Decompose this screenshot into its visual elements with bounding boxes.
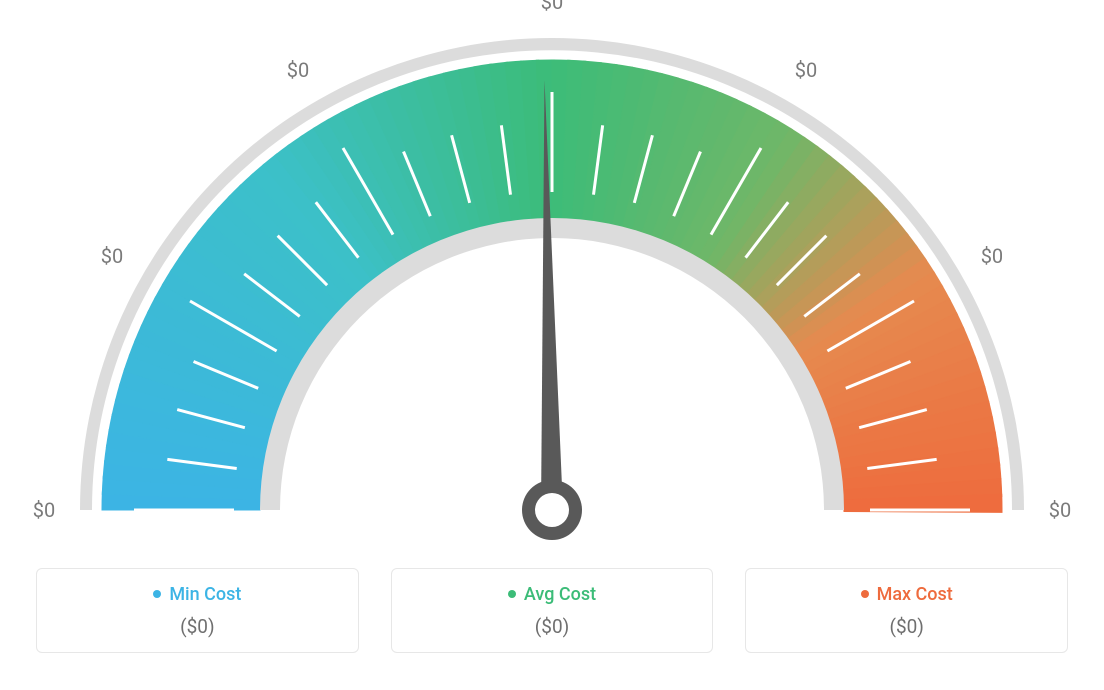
legend-dot-icon <box>861 590 869 598</box>
legend-label: Min Cost <box>169 584 241 605</box>
gauge-container: $0 $0 $0 $0 $0 $0 $0 <box>0 0 1104 560</box>
gauge-tick-label: $0 <box>1049 498 1071 522</box>
legend-label: Max Cost <box>877 584 953 605</box>
legend-label: Avg Cost <box>524 584 596 605</box>
gauge-tick-label: $0 <box>33 498 55 522</box>
gauge-tick-label: $0 <box>541 0 563 14</box>
legend-title-avg: Avg Cost <box>508 584 596 605</box>
legend-card-max: Max Cost ($0) <box>745 568 1068 653</box>
legend-card-min: Min Cost ($0) <box>36 568 359 653</box>
legend-row: Min Cost ($0) Avg Cost ($0) Max Cost ($0… <box>0 568 1104 653</box>
legend-dot-icon <box>508 590 516 598</box>
gauge-tick-label: $0 <box>981 244 1003 268</box>
gauge-tick-label: $0 <box>795 58 817 82</box>
gauge-tick-label: $0 <box>287 58 309 82</box>
legend-title-max: Max Cost <box>861 584 953 605</box>
legend-title-min: Min Cost <box>153 584 241 605</box>
gauge-chart <box>0 0 1104 560</box>
legend-value: ($0) <box>756 615 1057 638</box>
legend-value: ($0) <box>47 615 348 638</box>
legend-value: ($0) <box>402 615 703 638</box>
legend-dot-icon <box>153 590 161 598</box>
gauge-tick-label: $0 <box>101 244 123 268</box>
legend-card-avg: Avg Cost ($0) <box>391 568 714 653</box>
